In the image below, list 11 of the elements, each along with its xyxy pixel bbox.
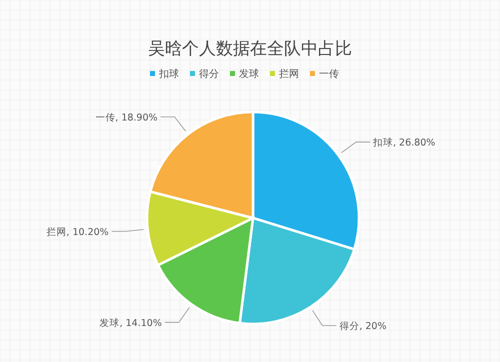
legend-label: 拦网: [279, 68, 299, 80]
legend-label: 一传: [319, 69, 339, 80]
data-label: 一传, 18.90%: [95, 112, 158, 124]
data-label: 得分, 20%: [339, 320, 386, 332]
legend-label: 发球: [239, 68, 259, 80]
data-label: 发球, 14.10%: [100, 316, 162, 329]
data-label: 拦网, 10.20%: [46, 226, 109, 238]
legend-label: 得分: [199, 68, 219, 80]
legend-label: 扣球: [158, 68, 179, 80]
data-label: 扣球, 26.80%: [372, 136, 436, 149]
chart-title: 吴晗个人数据在全队中占比: [148, 39, 352, 59]
